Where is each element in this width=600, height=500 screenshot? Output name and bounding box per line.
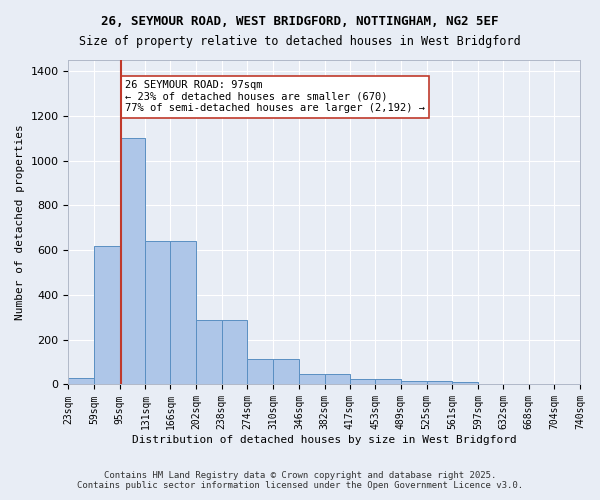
Bar bbox=[427, 381, 452, 384]
Bar bbox=[452, 382, 478, 384]
Bar bbox=[222, 320, 247, 384]
Bar bbox=[145, 242, 171, 384]
Bar bbox=[401, 381, 427, 384]
Text: Contains HM Land Registry data © Crown copyright and database right 2025.
Contai: Contains HM Land Registry data © Crown c… bbox=[77, 470, 523, 490]
Bar bbox=[247, 358, 273, 384]
Y-axis label: Number of detached properties: Number of detached properties bbox=[15, 124, 25, 320]
Bar bbox=[375, 379, 401, 384]
Bar bbox=[196, 320, 222, 384]
Text: 26 SEYMOUR ROAD: 97sqm
← 23% of detached houses are smaller (670)
77% of semi-de: 26 SEYMOUR ROAD: 97sqm ← 23% of detached… bbox=[125, 80, 425, 114]
Text: Size of property relative to detached houses in West Bridgford: Size of property relative to detached ho… bbox=[79, 35, 521, 48]
Bar bbox=[273, 358, 299, 384]
X-axis label: Distribution of detached houses by size in West Bridgford: Distribution of detached houses by size … bbox=[132, 435, 517, 445]
Text: 26, SEYMOUR ROAD, WEST BRIDGFORD, NOTTINGHAM, NG2 5EF: 26, SEYMOUR ROAD, WEST BRIDGFORD, NOTTIN… bbox=[101, 15, 499, 28]
Bar bbox=[94, 246, 120, 384]
Bar bbox=[350, 379, 375, 384]
Bar bbox=[299, 374, 325, 384]
Bar bbox=[325, 374, 350, 384]
Bar bbox=[120, 138, 145, 384]
Bar bbox=[170, 242, 196, 384]
Bar bbox=[68, 378, 94, 384]
